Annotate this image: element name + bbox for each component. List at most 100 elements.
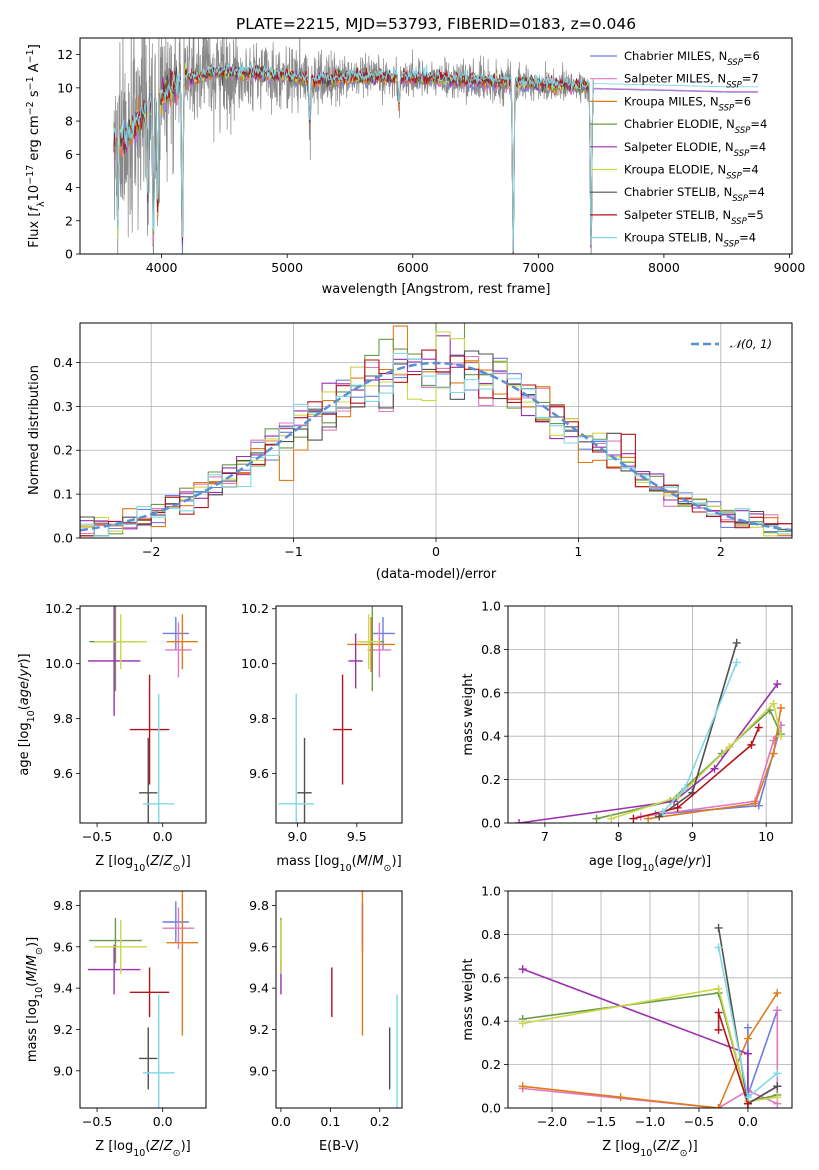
observed-spectrum-line (113, 38, 594, 254)
label-part: −1 (25, 76, 36, 90)
legend-label-text: Chabrier MILES, N (624, 49, 727, 63)
y-tick-label: 0.8 (481, 927, 501, 942)
label-part: 10 (642, 863, 654, 874)
legend-label-text: Salpeter MILES, N (624, 72, 726, 86)
weight-series-line-2 (648, 707, 782, 820)
panel-mass_vs_ebv: 0.0 0.1 0.2 9.0 9.2 9.4 9.6 9.8 E(B-V) (249, 890, 403, 1154)
y-tick-label: 9.2 (249, 1022, 269, 1037)
y-tick-label: 0.2 (481, 1057, 501, 1072)
legend-label-eq: =4 (742, 163, 759, 177)
legend-label-eq: =6 (743, 49, 760, 63)
x-tick-label: −1.0 (635, 1114, 665, 1129)
y-tick-label: 9.4 (53, 981, 73, 996)
label-part: M (25, 955, 40, 966)
x-tick-label: 2 (717, 544, 725, 559)
y-tick-label: 0 (65, 247, 73, 262)
legend-label-sub: SSP (732, 194, 748, 204)
weight-marker (773, 1006, 782, 1015)
label-part: ( (654, 854, 659, 869)
label-part: Z [log (602, 1139, 640, 1154)
legend-label: Kroupa STELIB, NSSP=4 (624, 231, 756, 250)
plot-area (113, 38, 759, 254)
weight-marker (714, 984, 723, 993)
label-part: age [log (17, 722, 32, 775)
x-tick-label: −1.5 (586, 1114, 616, 1129)
label-part: M (25, 971, 40, 982)
model-spectrum-line-8 (113, 61, 759, 252)
model-spectrum-line-4 (113, 64, 594, 253)
legend-label-sub: SSP (719, 103, 735, 113)
plot-area (87, 891, 199, 1108)
x-tick-label: 0 (432, 544, 440, 559)
legend-label-text: Salpeter ELODIE, N (624, 140, 734, 154)
label-part: 10 (340, 863, 352, 874)
weight-marker (743, 1034, 752, 1043)
label-part: ⊙ (173, 1148, 181, 1159)
y-tick-label: 1.0 (481, 599, 501, 614)
x-tick-label: −0.5 (82, 1114, 112, 1129)
legend-label-text: Chabrier STELIB, N (624, 185, 732, 199)
label-part: )] (181, 854, 191, 869)
legend-label-sub: SSP (734, 149, 750, 159)
label-part: / (25, 966, 40, 971)
x-tick-label: −0.5 (684, 1114, 714, 1129)
legend-label-text: Chabrier ELODIE, N (624, 117, 735, 131)
y-tick-label: 9.6 (53, 766, 73, 781)
x-tick-label: 0.0 (738, 1114, 758, 1129)
plot-area (280, 891, 398, 1108)
label-part: Z (656, 1139, 667, 1154)
y-tick-label: 10 (57, 80, 73, 95)
plot-area (278, 606, 395, 823)
y-tick-label: 0.2 (53, 443, 73, 458)
y-axis-label: Normed distribution (27, 365, 42, 495)
plot-area (87, 606, 199, 823)
x-axis-label: age [log10(age/yr)] (589, 854, 711, 874)
label-part: yr (687, 854, 703, 869)
weight-marker (515, 819, 524, 823)
label-part: E(B-V) (319, 1139, 359, 1154)
weight-marker (773, 988, 782, 997)
y-tick-label: 0.6 (481, 685, 501, 700)
axes-frame (275, 890, 403, 1109)
legend-label-sub: SSP (726, 81, 742, 91)
panel-spectrum: 4000 5000 6000 7000 8000 9000 0 2 4 6 8 10 12 Chabrie… (25, 37, 805, 297)
label-part: ( (145, 1139, 150, 1154)
legend-label-text: Kroupa ELODIE, N (624, 163, 726, 177)
x-tick-label: 9 (688, 829, 696, 844)
label-part: )] (701, 854, 711, 869)
weight-marker (673, 803, 682, 812)
weight-marker (518, 965, 527, 974)
legend-label: Chabrier MILES, NSSP=6 (624, 49, 760, 68)
legend-label-sub: SSP (724, 240, 740, 250)
label-part: 10 (133, 863, 145, 874)
residual-histogram-8 (80, 352, 792, 537)
y-tick-label: 0.6 (481, 970, 501, 985)
weight-marker (714, 1025, 723, 1034)
weight-marker (773, 1093, 782, 1102)
y-tick-label: 0.0 (481, 816, 501, 831)
weight-marker (743, 1023, 752, 1032)
y-tick-label: 9.0 (249, 1063, 269, 1078)
label-part: Z (149, 854, 160, 869)
y-axis-label: mass [log10(M/M⊙)] (25, 937, 45, 1062)
legend-label: Kroupa MILES, NSSP=6 (624, 94, 751, 113)
panel-massweight_vs_Z: −2.0 −1.5 −1.0 −0.5 0.0 0.0 0.2 0.4 0.6 0.8 1.0 Z [… (461, 884, 793, 1159)
legend-label: Kroupa ELODIE, NSSP=4 (624, 163, 759, 182)
panel-age_vs_Z: −0.5 0.09.69.810.010.2Z [log10(Z/Z⊙)]age … (17, 601, 207, 874)
weight-marker (773, 1069, 782, 1078)
weight-marker (732, 658, 741, 667)
y-tick-label: 9.6 (249, 766, 269, 781)
label-part: / (159, 854, 164, 869)
weight-marker (592, 814, 601, 823)
label-part: )] (688, 1139, 698, 1154)
axes-frame (79, 890, 207, 1109)
axes-frame (79, 322, 793, 539)
weight-marker (518, 1082, 527, 1091)
x-tick-label: 9.0 (287, 829, 307, 844)
x-tick-label: 0.0 (271, 1114, 291, 1129)
y-axis-label: mass weight (461, 958, 476, 1040)
label-part: ⊙ (680, 1148, 688, 1159)
label-part: )] (17, 653, 32, 663)
